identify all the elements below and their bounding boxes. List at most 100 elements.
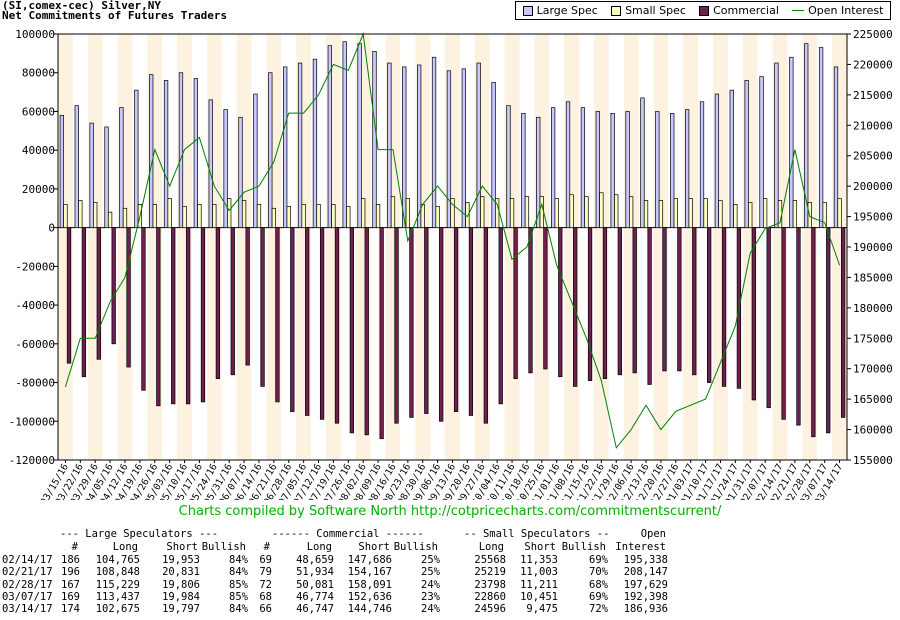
large-spec-bar xyxy=(253,93,258,228)
small-spec-bar xyxy=(152,204,157,228)
cell-ss-long: 25219 xyxy=(474,566,506,579)
commercial-bar xyxy=(677,227,682,372)
cell-c-short: 158,091 xyxy=(347,578,392,591)
col-c-long: Long xyxy=(306,541,332,553)
commercial-bar xyxy=(66,227,72,364)
commercial-bar xyxy=(826,227,831,434)
cell-row-date: 02/21/17 xyxy=(2,566,53,579)
small-spec-bar xyxy=(524,196,530,228)
small-spec-bar xyxy=(599,192,604,228)
y-left-tick-label: -100000 xyxy=(9,415,55,428)
small-spec-bar xyxy=(405,198,410,228)
cell-ss-long: 23798 xyxy=(474,578,506,591)
small-spec-bar xyxy=(63,204,68,228)
cell-c-short: 144,746 xyxy=(347,603,392,616)
large-spec-bar xyxy=(521,113,526,228)
cell-open-interest: 208,147 xyxy=(623,566,668,579)
commercial-bar xyxy=(707,227,712,383)
small-spec-bar xyxy=(167,198,172,228)
y-left-tick-label: 40000 xyxy=(22,144,55,157)
large-spec-bar xyxy=(714,93,720,228)
cell-ls-short: 20,831 xyxy=(162,566,200,579)
y-left-tick-label: 20000 xyxy=(22,183,55,196)
cell-c-bullish: 24% xyxy=(421,578,440,591)
small-spec-bar xyxy=(837,198,842,228)
table-group-header: --- Large Speculators --- ------ Commerc… xyxy=(0,528,900,540)
cell-row-date: 02/28/17 xyxy=(2,578,53,591)
commercial-bar xyxy=(602,227,608,380)
commercial-bar xyxy=(200,227,206,403)
large-spec-bar xyxy=(744,80,749,228)
legend-swatch-large-spec xyxy=(522,5,533,16)
col-c-bullish: Bullish xyxy=(393,541,438,553)
commercial-bar xyxy=(185,227,191,405)
cell-open-interest: 197,629 xyxy=(623,578,668,591)
cell-ls-long: 102,675 xyxy=(95,603,140,616)
small-spec-bar xyxy=(256,204,262,228)
cell-ss-long: 22860 xyxy=(474,590,506,603)
cell-c-bullish: 24% xyxy=(421,603,440,616)
cell-ls-short: 19,806 xyxy=(162,578,200,591)
chart-title-line-2: Net Commitments of Futures Traders xyxy=(2,9,228,22)
small-spec-bar xyxy=(629,196,634,228)
legend-item-commercial: Commercial xyxy=(699,4,779,17)
col-ls-bullish: Bullish xyxy=(201,541,246,553)
small-spec-bar xyxy=(495,198,500,228)
large-spec-bar xyxy=(193,78,198,228)
small-spec-bar xyxy=(227,198,232,228)
commercial-bar xyxy=(230,227,235,376)
small-spec-bar xyxy=(390,196,396,228)
commercial-bar xyxy=(349,227,355,434)
commercial-bar xyxy=(379,227,384,440)
y-left-tick-label: 80000 xyxy=(22,67,55,80)
commercial-bar xyxy=(334,227,340,424)
col-ls-long: Long xyxy=(112,541,138,553)
commercial-bar xyxy=(171,227,176,405)
y-right-tick-label: 220000 xyxy=(853,58,893,71)
chart-legend: Large Spec Small Spec Commercial Open In… xyxy=(515,1,891,20)
legend-item-large-spec: Large Spec xyxy=(522,4,598,17)
small-spec-bar xyxy=(122,207,128,228)
y-right-tick-label: 185000 xyxy=(853,271,893,284)
large-spec-bar xyxy=(699,101,705,228)
small-spec-bar xyxy=(509,198,515,228)
commercial-bar xyxy=(319,227,325,420)
large-spec-bar xyxy=(506,105,511,228)
cell-ls-bullish: 84% xyxy=(229,554,248,566)
cell-c-short: 152,636 xyxy=(347,590,392,603)
cell-ls-count: 186 xyxy=(61,554,80,566)
small-spec-bar xyxy=(316,204,321,228)
large-spec-bar xyxy=(149,74,154,228)
commercial-bar xyxy=(96,227,101,360)
commercial-bar xyxy=(558,227,563,378)
commercial-bar xyxy=(840,227,846,418)
small-spec-bar xyxy=(569,194,574,228)
cell-ss-short: 10,451 xyxy=(520,590,558,603)
commercial-bar xyxy=(126,227,131,368)
table-column-header: # Long Short Bullish # Long Short Bullis… xyxy=(0,541,900,553)
large-spec-bar xyxy=(804,43,809,228)
large-spec-bar xyxy=(223,109,228,228)
commercial-bar xyxy=(453,227,459,412)
cell-ss-short: 11,003 xyxy=(520,566,558,579)
y-right-tick-label: 165000 xyxy=(853,393,893,406)
y-left-tick-label: 0 xyxy=(48,222,55,235)
y-right-tick-label: 215000 xyxy=(853,89,893,102)
large-spec-bar xyxy=(119,107,124,228)
small-spec-bar xyxy=(658,200,664,228)
cell-ss-short: 11,211 xyxy=(520,578,558,591)
y-right-tick-label: 195000 xyxy=(853,211,893,224)
large-spec-bar xyxy=(431,56,437,228)
small-spec-bar xyxy=(703,198,708,228)
small-spec-bar xyxy=(78,200,83,228)
large-spec-bar xyxy=(774,62,779,228)
legend-line-open-interest xyxy=(792,10,805,11)
cell-c-count: 66 xyxy=(259,603,272,616)
cell-c-short: 147,686 xyxy=(347,554,392,566)
large-spec-bar xyxy=(670,113,675,228)
cell-ls-long: 115,229 xyxy=(95,578,140,591)
small-spec-bar xyxy=(286,205,291,228)
large-spec-bar xyxy=(342,41,347,228)
y-right-tick-label: 200000 xyxy=(853,180,893,193)
large-spec-bar xyxy=(536,116,541,228)
